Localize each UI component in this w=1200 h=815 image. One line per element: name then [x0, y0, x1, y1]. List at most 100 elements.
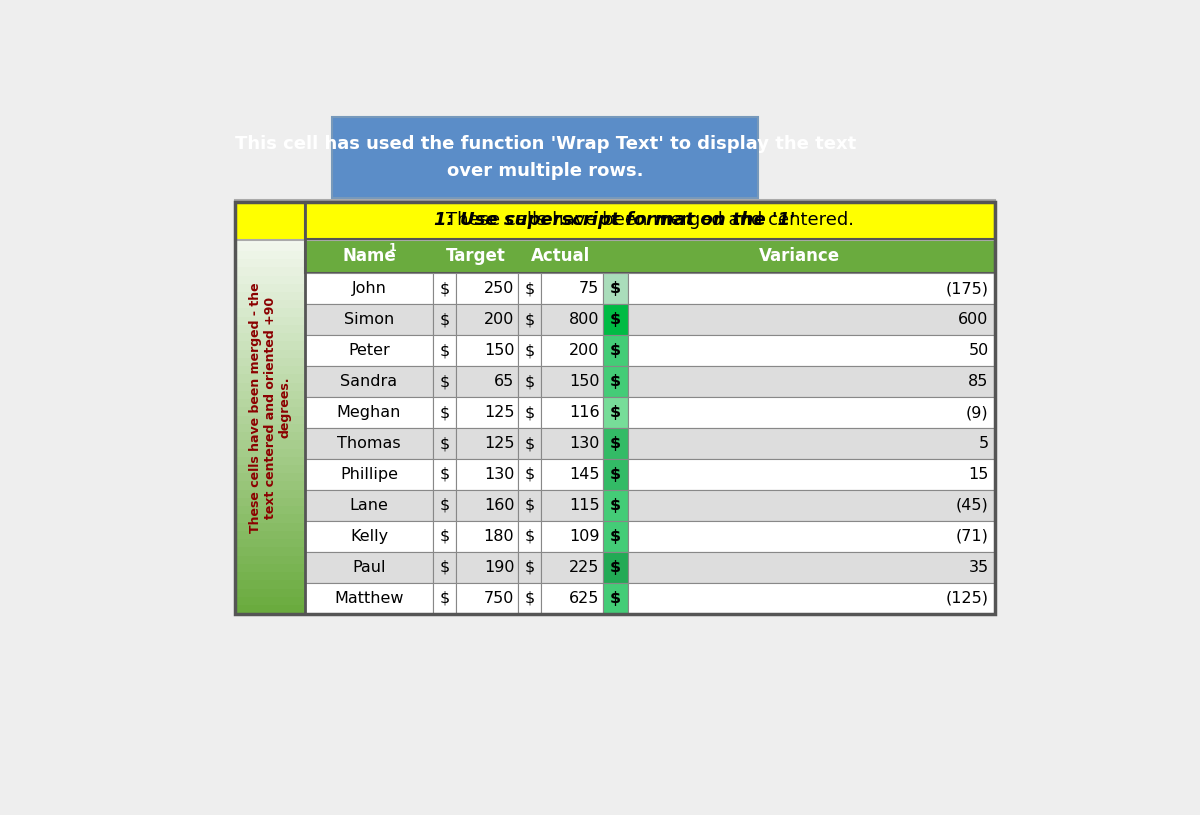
Bar: [684, 202, 702, 239]
Bar: [433, 304, 456, 335]
Bar: [541, 273, 604, 304]
Text: 750: 750: [484, 591, 515, 606]
Bar: [541, 521, 604, 552]
Text: 5: 5: [978, 436, 989, 451]
Text: $: $: [611, 343, 622, 359]
Bar: [628, 428, 995, 459]
Bar: [456, 366, 518, 397]
Bar: [235, 259, 305, 267]
Text: $: $: [611, 436, 622, 451]
Text: 15: 15: [968, 467, 989, 482]
Text: $: $: [439, 529, 450, 544]
Bar: [235, 474, 305, 482]
Text: 200: 200: [569, 343, 600, 359]
Text: Peter: Peter: [348, 343, 390, 359]
Bar: [518, 552, 541, 583]
Bar: [235, 350, 305, 359]
Bar: [541, 397, 604, 428]
Text: 50: 50: [968, 343, 989, 359]
Text: $: $: [611, 312, 622, 328]
Bar: [235, 200, 995, 240]
Text: 130: 130: [484, 467, 515, 482]
Text: 160: 160: [484, 498, 515, 513]
Bar: [628, 304, 995, 335]
Bar: [235, 317, 305, 325]
Text: These cells have been merged and centered.: These cells have been merged and centere…: [446, 211, 854, 229]
Bar: [628, 490, 995, 521]
Text: $: $: [439, 312, 450, 328]
Bar: [943, 202, 961, 239]
Bar: [235, 308, 305, 317]
Bar: [305, 202, 323, 239]
Bar: [628, 459, 995, 490]
Bar: [512, 202, 529, 239]
Bar: [305, 239, 995, 273]
Bar: [628, 335, 995, 366]
Text: $: $: [439, 405, 450, 420]
Bar: [892, 202, 908, 239]
Bar: [235, 540, 305, 548]
Bar: [604, 583, 628, 614]
Text: 150: 150: [484, 343, 515, 359]
Text: 625: 625: [569, 591, 600, 606]
Bar: [305, 552, 433, 583]
Text: 116: 116: [569, 405, 600, 420]
Bar: [235, 391, 305, 399]
Text: 65: 65: [494, 374, 515, 389]
Text: 125: 125: [484, 405, 515, 420]
Bar: [857, 202, 875, 239]
Bar: [235, 572, 305, 581]
Bar: [604, 304, 628, 335]
Text: 85: 85: [968, 374, 989, 389]
Bar: [667, 202, 685, 239]
Bar: [456, 552, 518, 583]
Text: 200: 200: [484, 312, 515, 328]
Bar: [235, 482, 305, 490]
Text: Target: Target: [445, 247, 505, 265]
Bar: [433, 490, 456, 521]
Text: $: $: [524, 560, 535, 575]
Bar: [235, 399, 305, 408]
Bar: [456, 521, 518, 552]
Text: $: $: [524, 374, 535, 389]
Bar: [529, 202, 547, 239]
Bar: [754, 202, 770, 239]
Bar: [650, 202, 667, 239]
Bar: [518, 521, 541, 552]
Bar: [235, 243, 305, 251]
Text: Simon: Simon: [344, 312, 394, 328]
Text: Sandra: Sandra: [341, 374, 397, 389]
Bar: [235, 251, 305, 259]
Text: $: $: [524, 312, 535, 328]
Bar: [235, 514, 305, 523]
Bar: [235, 424, 305, 433]
Bar: [305, 273, 433, 304]
Bar: [235, 416, 305, 424]
Bar: [235, 440, 305, 449]
Bar: [235, 465, 305, 474]
Text: (9): (9): [966, 405, 989, 420]
Bar: [628, 273, 995, 304]
Bar: [628, 552, 995, 583]
Bar: [433, 428, 456, 459]
Text: $: $: [611, 560, 622, 575]
Bar: [546, 202, 564, 239]
Bar: [456, 459, 518, 490]
Text: 35: 35: [968, 560, 989, 575]
Bar: [443, 202, 461, 239]
Bar: [840, 202, 857, 239]
Text: 1: Use superscript format on the '1': 1: Use superscript format on the '1': [434, 211, 796, 229]
Text: $: $: [524, 436, 535, 451]
Text: $: $: [439, 498, 450, 513]
Bar: [235, 580, 305, 589]
Text: $: $: [611, 281, 622, 297]
Text: $: $: [524, 498, 535, 513]
Bar: [235, 218, 305, 227]
Bar: [305, 397, 433, 428]
Bar: [235, 292, 305, 301]
Bar: [235, 202, 995, 614]
Bar: [356, 202, 374, 239]
Bar: [235, 333, 305, 341]
Bar: [456, 335, 518, 366]
Text: 109: 109: [569, 529, 600, 544]
